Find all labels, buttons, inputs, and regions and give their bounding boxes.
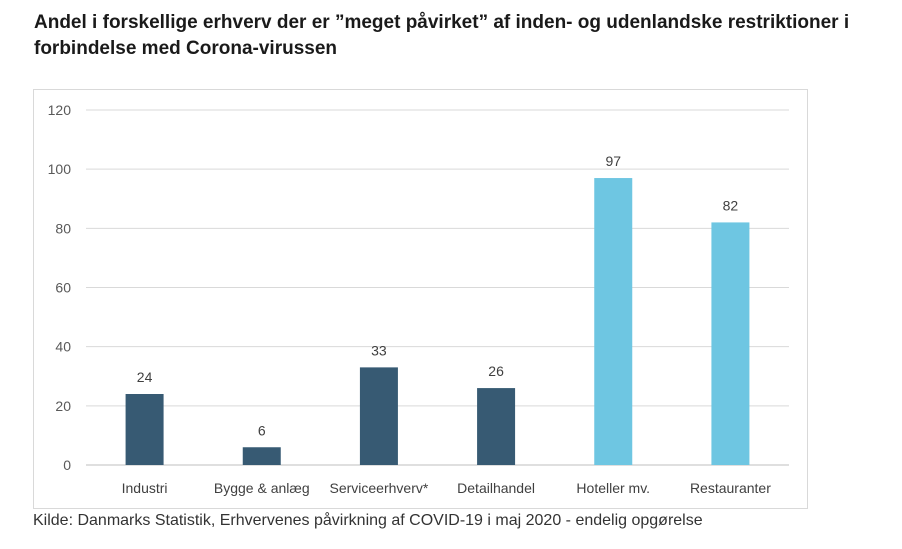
bar xyxy=(242,447,281,465)
bars xyxy=(125,178,750,465)
y-tick-label: 0 xyxy=(63,457,71,473)
y-tick-label: 120 xyxy=(48,102,72,118)
category-label: Bygge & anlæg xyxy=(214,480,310,496)
data-label: 24 xyxy=(137,369,153,385)
y-tick-label: 80 xyxy=(55,220,71,236)
chart-title: Andel i forskellige erhverv der er ”mege… xyxy=(34,12,850,59)
y-tick-label: 40 xyxy=(55,339,71,355)
bar xyxy=(125,394,164,465)
gridlines xyxy=(86,109,789,466)
category-label: Hoteller mv. xyxy=(576,480,650,496)
category-label: Serviceerhverv* xyxy=(330,480,429,496)
data-label: 82 xyxy=(723,197,739,213)
bar xyxy=(359,367,398,465)
x-axis-categories: Industri Bygge & anlæg Serviceerhverv* Deta… xyxy=(122,480,772,496)
data-label: 6 xyxy=(258,422,266,438)
y-tick-label: 60 xyxy=(55,280,71,296)
bar-chart: 0 20 40 60 80 100 120 24 6 33 26 97 82 Industri Bygg… xyxy=(48,102,789,496)
y-axis-ticks: 0 20 40 60 80 100 120 xyxy=(48,102,72,473)
bar xyxy=(711,222,750,465)
data-label: 97 xyxy=(605,153,621,169)
bar xyxy=(594,178,633,465)
bar xyxy=(477,388,516,465)
category-label: Industri xyxy=(122,480,168,496)
data-labels: 24 6 33 26 97 82 xyxy=(137,153,739,438)
data-label: 33 xyxy=(371,342,387,358)
category-label: Detailhandel xyxy=(457,480,535,496)
data-label: 26 xyxy=(488,363,504,379)
y-tick-label: 100 xyxy=(48,161,72,177)
source-note: Kilde: Danmarks Statistik, Erhvervenes p… xyxy=(33,512,703,529)
category-label: Restauranter xyxy=(690,480,771,496)
y-tick-label: 20 xyxy=(55,398,71,414)
chart-frame: 0 20 40 60 80 100 120 24 6 33 26 97 82 Industri Bygg… xyxy=(33,89,808,509)
